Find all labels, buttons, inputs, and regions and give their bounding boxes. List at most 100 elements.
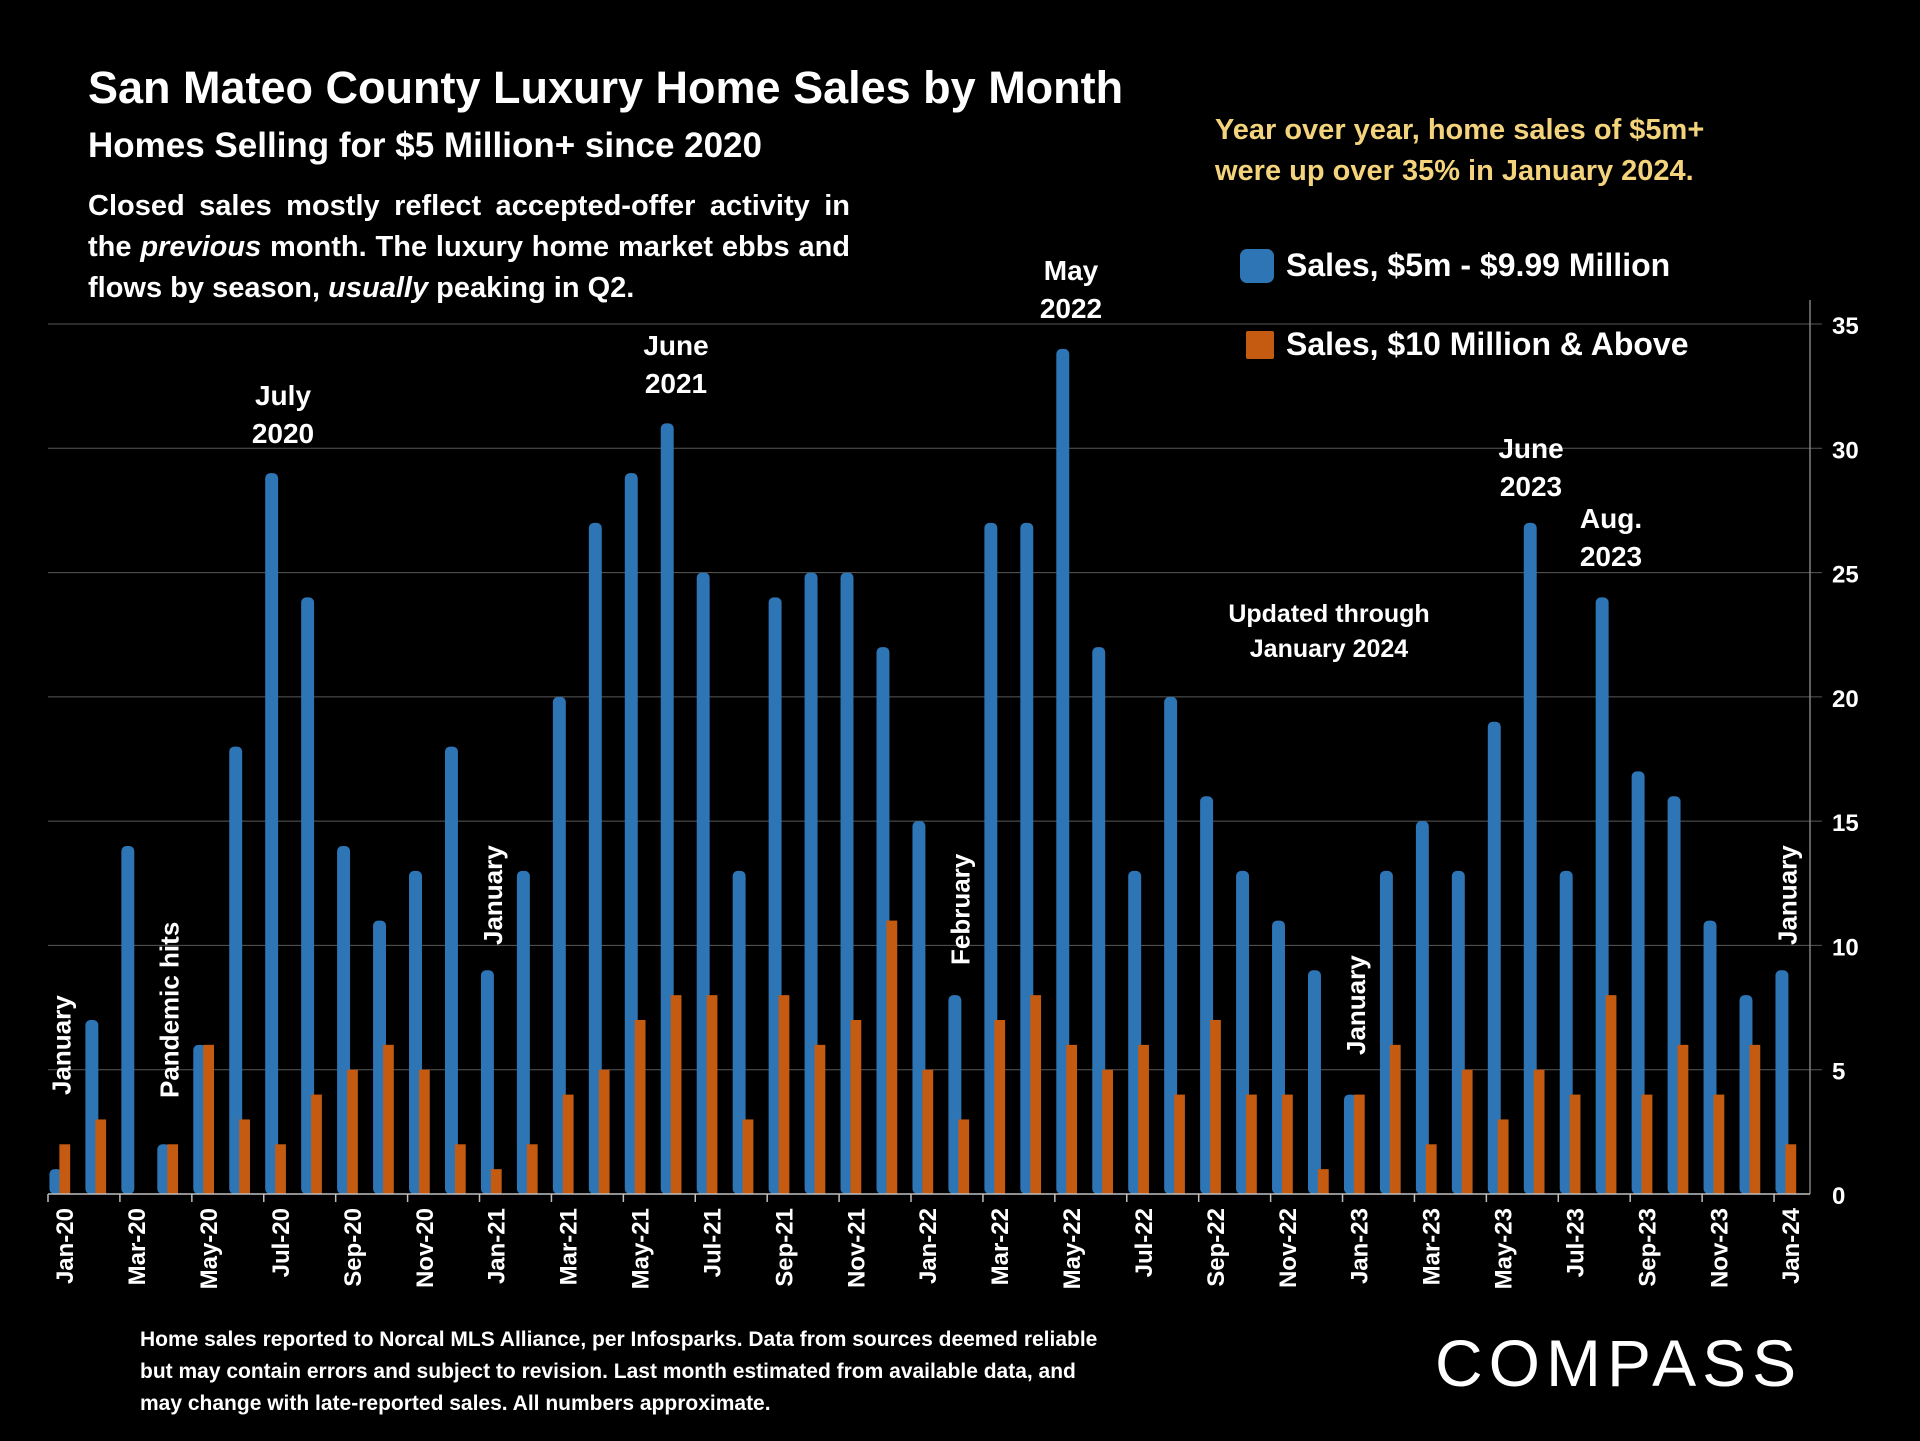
x-tick-label: Sep-23	[1634, 1208, 1661, 1287]
bar-orange	[1749, 1044, 1761, 1194]
annotation-label: Pandemic hits	[154, 922, 184, 1098]
bar-blue	[265, 473, 279, 1195]
bar-orange	[1210, 1020, 1221, 1194]
x-tick-label: Mar-21	[556, 1208, 583, 1285]
annotation-label: January	[478, 845, 508, 945]
source-footnote: Home sales reported to Norcal MLS Allian…	[140, 1324, 1097, 1420]
bar-orange	[1066, 1044, 1078, 1194]
bar-orange	[1713, 1094, 1725, 1194]
bar-blue	[876, 647, 890, 1194]
bar-blue	[840, 572, 854, 1194]
desc-part: peaking in Q2.	[428, 272, 635, 304]
bar-blue	[85, 1020, 99, 1194]
x-tick-label: Sep-20	[340, 1208, 367, 1287]
chart-subtitle: Homes Selling for $5 Million+ since 2020	[88, 126, 762, 165]
bar-blue	[588, 522, 602, 1194]
bar-blue	[1415, 821, 1429, 1194]
yoy-callout: Year over year, home sales of $5m+ were …	[1215, 110, 1704, 192]
bar-blue	[552, 696, 566, 1194]
x-tick-label: May-21	[628, 1208, 655, 1289]
callout-line-1: Year over year, home sales of $5m+	[1215, 114, 1705, 146]
bar-orange	[454, 1144, 466, 1194]
bar-orange	[203, 1044, 215, 1194]
bar-orange	[562, 1094, 574, 1194]
bar-orange	[95, 1119, 107, 1194]
bar-orange	[1389, 1044, 1401, 1194]
bar-blue	[229, 746, 243, 1194]
bar-blue	[1308, 970, 1321, 1194]
y-tick-label: 25	[1832, 562, 1859, 589]
callout-line-2: were up over 35% in January 2024.	[1215, 155, 1694, 187]
bar-orange	[994, 1020, 1006, 1194]
annotation-label: January	[47, 995, 77, 1095]
bar-blue	[1631, 771, 1645, 1194]
annotation-label: June	[643, 330, 708, 361]
bar-orange	[1353, 1094, 1365, 1194]
bar-blue	[912, 821, 926, 1194]
compass-logo: COMPASS	[1435, 1326, 1803, 1400]
bar-blue	[1595, 597, 1609, 1194]
bar-blue	[409, 870, 422, 1194]
bar-blue	[624, 473, 638, 1195]
bar-blue	[301, 597, 315, 1194]
bar-orange	[1281, 1094, 1293, 1194]
bar-orange	[742, 1119, 754, 1194]
bar-blue	[1667, 796, 1681, 1194]
desc-emphasis-usually: usually	[328, 272, 429, 304]
bar-orange	[1102, 1069, 1113, 1194]
bar-orange	[490, 1169, 502, 1194]
y-tick-label: 0	[1832, 1183, 1845, 1210]
x-tick-label: Nov-21	[843, 1208, 870, 1288]
x-tick-label: Jul-21	[699, 1208, 726, 1277]
bar-blue	[948, 995, 962, 1194]
x-tick-label: Jan-23	[1347, 1208, 1374, 1284]
bar-blue	[516, 870, 530, 1194]
chart-description: Closed sales mostly reflect accepted-off…	[88, 186, 850, 309]
bar-blue	[373, 920, 387, 1194]
annotation-label: May	[1044, 255, 1099, 286]
annotation-label: February	[946, 853, 976, 965]
legend-label-blue: Sales, $5m - $9.99 Million	[1286, 247, 1671, 283]
bar-blue	[1487, 721, 1501, 1194]
x-tick-label: Nov-20	[412, 1208, 439, 1288]
bar-blue	[157, 1144, 171, 1194]
footnote-line-3: may change with late-reported sales. All…	[140, 1392, 771, 1415]
y-tick-label: 20	[1832, 686, 1859, 713]
x-tick-label: May-20	[196, 1208, 223, 1289]
y-tick-label: 5	[1832, 1059, 1845, 1086]
bar-orange	[778, 995, 790, 1194]
annotation-label: January	[1773, 845, 1803, 945]
bar-orange	[706, 995, 718, 1194]
annotation-label: 2023	[1500, 471, 1562, 502]
bar-orange	[1030, 995, 1042, 1194]
x-tick-label: May-22	[1059, 1208, 1086, 1289]
bar-blue	[1559, 870, 1573, 1194]
bar-orange	[814, 1044, 826, 1194]
bar-blue	[1164, 696, 1178, 1194]
bar-orange	[383, 1044, 394, 1194]
annotation-label: 2020	[252, 418, 314, 449]
bar-blue	[444, 746, 458, 1194]
annotation-label: June	[1498, 433, 1563, 464]
desc-part: month. The luxury home market ebbs and f…	[88, 231, 851, 304]
x-tick-label: Jan-22	[915, 1208, 942, 1284]
bar-blue	[1775, 970, 1789, 1194]
legend-label-orange: Sales, $10 Million & Above	[1286, 326, 1689, 362]
x-tick-label: Mar-23	[1419, 1208, 1446, 1285]
bar-blue	[768, 597, 782, 1194]
bar-blue	[696, 572, 710, 1194]
bar-blue	[337, 846, 351, 1194]
bar-orange	[958, 1119, 970, 1194]
bar-blue	[1092, 647, 1106, 1194]
footnote-line-2: but may contain errors and subject to re…	[140, 1360, 1076, 1383]
bar-blue	[1128, 870, 1142, 1194]
legend-swatch-orange	[1246, 330, 1274, 359]
x-tick-label: Sep-22	[1203, 1208, 1230, 1287]
y-tick-label: 30	[1832, 437, 1859, 464]
bar-blue	[732, 870, 746, 1194]
bar-orange	[1677, 1044, 1689, 1194]
bar-blue	[1272, 920, 1285, 1194]
footnote-line-1: Home sales reported to Norcal MLS Allian…	[140, 1328, 1098, 1351]
bar-orange	[598, 1069, 610, 1194]
bar-orange	[1641, 1094, 1653, 1194]
